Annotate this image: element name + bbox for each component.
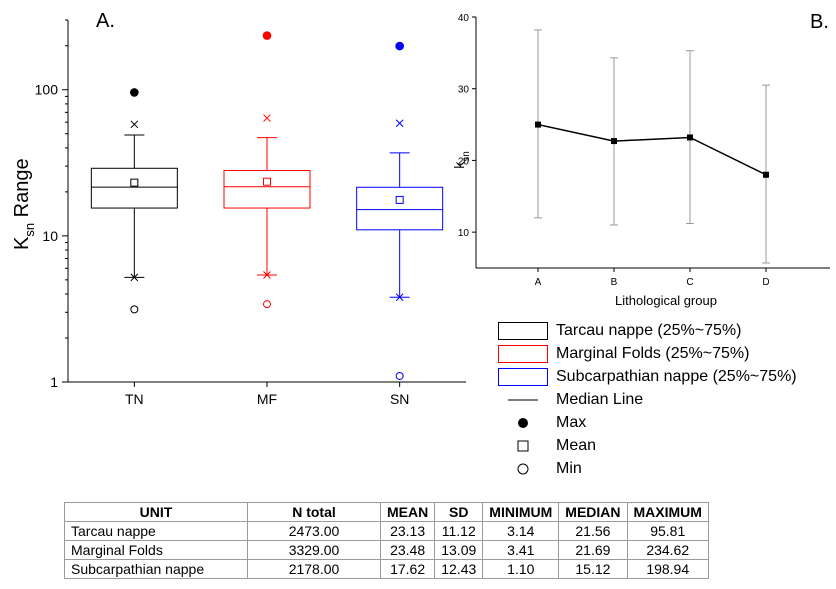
data-point bbox=[535, 121, 541, 128]
y-tick-label: 1 bbox=[50, 374, 58, 390]
stats-table: UNIT N total MEAN SD MINIMUM MEDIAN MAXIMUM Ta… bbox=[64, 502, 709, 579]
table-cell: 11.12 bbox=[434, 521, 484, 541]
table-cell: 1.10 bbox=[482, 559, 560, 579]
y-tick-label: 10 bbox=[42, 228, 58, 244]
table-header-cell: UNIT bbox=[64, 502, 248, 522]
table-row: Tarcau nappe 2473.00 23.13 11.12 3.14 21.56 95… bbox=[64, 521, 709, 541]
table-cell: 15.12 bbox=[558, 559, 628, 579]
table-row: Marginal Folds 3329.00 23.48 13.09 3.41 21.69… bbox=[64, 540, 709, 560]
min-marker bbox=[130, 305, 139, 314]
box-iqr bbox=[356, 186, 444, 231]
table-row: Subcarpathian nappe 2178.00 17.62 12.43 1.10… bbox=[64, 559, 709, 579]
line-series bbox=[534, 29, 770, 264]
line-chart: B. ksn Lithological group 10 20 30 40 A B C D bbox=[451, 11, 830, 308]
table-cell: 13.09 bbox=[434, 540, 484, 560]
line-axes bbox=[475, 17, 830, 269]
table-header-cell: MEDIAN bbox=[558, 502, 628, 522]
table-cell: 95.81 bbox=[626, 521, 709, 541]
x-tick-label: MF bbox=[257, 391, 277, 407]
table-cell: 234.62 bbox=[626, 540, 709, 560]
legend-box-symbol bbox=[498, 322, 548, 340]
max-marker bbox=[262, 31, 272, 40]
table-cell: 23.48 bbox=[379, 540, 436, 560]
legend-line-symbol bbox=[498, 389, 548, 411]
data-point bbox=[611, 138, 617, 145]
box-plot-axes bbox=[67, 20, 466, 383]
box-iqr bbox=[90, 167, 178, 209]
table-header-cell: SD bbox=[434, 502, 484, 522]
stats-header-row: UNIT N total MEAN SD MINIMUM MEDIAN MAXIMUM bbox=[64, 502, 709, 522]
data-point bbox=[763, 171, 769, 178]
table-cell: 3.14 bbox=[482, 521, 560, 541]
min-marker bbox=[263, 300, 271, 309]
max-marker bbox=[130, 88, 139, 97]
max-marker bbox=[395, 41, 404, 51]
mean-marker bbox=[263, 177, 271, 186]
table-cell: 23.13 bbox=[379, 521, 436, 541]
mean-marker bbox=[130, 178, 139, 187]
table-cell: Tarcau nappe bbox=[64, 521, 248, 541]
table-cell: 12.43 bbox=[434, 559, 484, 579]
legend: Tarcau nappe (25%~75%) Marginal Folds (25… bbox=[498, 320, 828, 490]
x-tick-label: SN bbox=[390, 391, 409, 407]
table-header-cell: MAXIMUM bbox=[626, 502, 709, 522]
legend-label: Min bbox=[556, 460, 582, 477]
table-cell: 21.56 bbox=[558, 521, 628, 541]
line-x-tick-label: A bbox=[535, 277, 542, 288]
min-marker bbox=[395, 371, 404, 380]
table-header-cell: MINIMUM bbox=[482, 502, 560, 522]
line-x-tick-label: B bbox=[611, 277, 618, 288]
box-iqr bbox=[223, 170, 311, 209]
table-cell: 21.69 bbox=[558, 540, 628, 560]
y-tick-label: 100 bbox=[35, 82, 59, 98]
mean-marker bbox=[395, 195, 404, 204]
table-cell: 3329.00 bbox=[247, 540, 381, 560]
legend-box-symbol bbox=[498, 345, 548, 363]
legend-label: Marginal Folds (25%~75%) bbox=[556, 345, 750, 362]
table-cell: Subcarpathian nappe bbox=[64, 559, 248, 579]
table-cell: 17.62 bbox=[379, 559, 436, 579]
line-y-tick-label: 10 bbox=[458, 228, 470, 239]
data-point bbox=[687, 134, 693, 141]
line-y-tick-label: 20 bbox=[458, 156, 470, 167]
legend-label: Mean bbox=[556, 437, 597, 454]
series-line bbox=[537, 123, 767, 176]
line-x-tick-label: D bbox=[762, 277, 769, 288]
y-axis-label: Ksn Range bbox=[11, 158, 37, 250]
percentile-high-marker bbox=[263, 114, 271, 122]
legend-box-symbol bbox=[498, 368, 548, 386]
line-ticks: 10 20 30 40 A B C D bbox=[458, 13, 770, 288]
legend-label: Subcarpathian nappe (25%~75%) bbox=[556, 368, 797, 385]
panel-b-label: B. bbox=[810, 11, 829, 33]
table-header-cell: MEAN bbox=[379, 502, 436, 522]
percentile-high-marker bbox=[395, 119, 404, 128]
box-plot-series bbox=[90, 31, 444, 380]
box-plot-ticks: 1 10 100 TN MF SN bbox=[35, 19, 409, 407]
table-cell: 3.41 bbox=[482, 540, 560, 560]
percentile-low-marker bbox=[395, 293, 404, 302]
legend-dot-symbol bbox=[498, 412, 548, 434]
legend-square-symbol bbox=[498, 435, 548, 457]
legend-label: Max bbox=[556, 414, 587, 431]
percentile-low-marker bbox=[263, 271, 271, 279]
line-y-tick-label: 40 bbox=[458, 13, 470, 24]
table-header-cell: N total bbox=[247, 502, 381, 522]
legend-circle-symbol bbox=[498, 458, 548, 480]
box-plot-chart: A. Ksn Range 1 10 100 TN MF SN bbox=[11, 10, 466, 407]
table-cell: Marginal Folds bbox=[64, 540, 248, 560]
x-tick-label: TN bbox=[125, 391, 144, 407]
line-x-axis-label: Lithological group bbox=[615, 293, 717, 308]
panel-a-label: A. bbox=[96, 10, 115, 32]
percentile-low-marker bbox=[130, 273, 139, 282]
stats-body: Tarcau nappe 2473.00 23.13 11.12 3.14 21.56 95… bbox=[64, 521, 709, 579]
percentile-high-marker bbox=[130, 120, 139, 129]
legend-label: Tarcau nappe (25%~75%) bbox=[556, 322, 742, 339]
line-y-tick-label: 30 bbox=[458, 85, 470, 96]
table-cell: 2178.00 bbox=[247, 559, 381, 579]
line-x-tick-label: C bbox=[686, 277, 693, 288]
legend-label: Median Line bbox=[556, 391, 644, 408]
line-y-axis-label: ksn bbox=[451, 151, 472, 169]
table-cell: 198.94 bbox=[626, 559, 709, 579]
table-cell: 2473.00 bbox=[247, 521, 381, 541]
